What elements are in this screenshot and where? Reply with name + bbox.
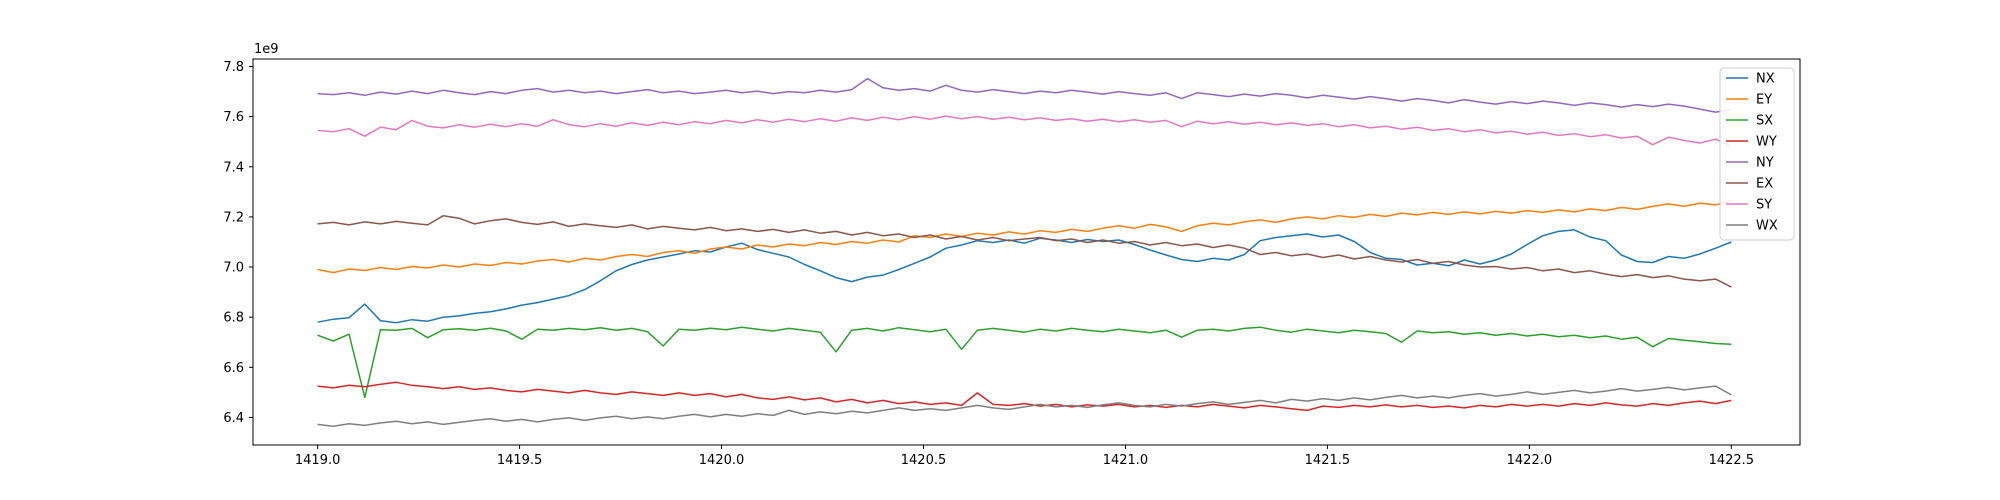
legend-entry-SX: SX	[1726, 114, 1773, 129]
y-tick-label: 7.2	[223, 210, 244, 225]
y-tick-label: 6.8	[223, 311, 244, 326]
series-line-WY	[317, 381, 1732, 412]
legend-label-NX: NX	[1756, 72, 1775, 87]
legend-entry-NX: NX	[1726, 72, 1775, 87]
y-tick-label: 6.6	[223, 361, 244, 376]
y-tick-label: 7.6	[223, 110, 244, 125]
legend: NX EY SX WY NY EX SY WX	[1719, 67, 1795, 241]
x-tick-label: 1422.0	[1507, 453, 1553, 468]
y-tick-label: 7.0	[223, 261, 244, 276]
legend-label-NY: NY	[1756, 156, 1774, 171]
x-tick-label: 1421.0	[1103, 453, 1149, 468]
series-line-EX	[317, 214, 1732, 288]
axes-frame	[252, 58, 1801, 446]
y-tick-label: 7.4	[223, 160, 244, 175]
x-tick-label: 1421.5	[1305, 453, 1351, 468]
y-tick-label: 6.4	[223, 411, 244, 426]
legend-entry-NY: NY	[1726, 156, 1774, 171]
series-line-NX	[317, 229, 1732, 324]
legend-entry-WX: WX	[1726, 219, 1778, 234]
x-tick-label: 1419.0	[295, 453, 341, 468]
legend-entry-EX: EX	[1726, 177, 1773, 192]
y-axis-offset-label: 1e9	[254, 42, 279, 57]
legend-entry-WY: WY	[1726, 135, 1777, 150]
legend-entry-SY: SY	[1726, 198, 1772, 213]
legend-label-SX: SX	[1756, 114, 1773, 129]
series-line-SX	[317, 326, 1732, 399]
series-line-WX	[317, 385, 1732, 427]
legend-label-WY: WY	[1756, 135, 1777, 150]
legend-label-EY: EY	[1756, 93, 1772, 108]
series-line-EY	[317, 199, 1732, 274]
y-tick-label: 7.8	[223, 60, 244, 75]
legend-box	[1719, 67, 1795, 241]
x-tick-label: 1420.5	[901, 453, 947, 468]
x-tick-label: 1419.5	[497, 453, 543, 468]
legend-label-EX: EX	[1756, 177, 1773, 192]
legend-entry-EY: EY	[1726, 93, 1772, 108]
x-tick-label: 1422.5	[1709, 453, 1755, 468]
legend-label-WX: WX	[1756, 219, 1778, 234]
legend-label-SY: SY	[1756, 198, 1772, 213]
series-line-NY	[317, 77, 1732, 113]
x-tick-label: 1420.0	[699, 453, 745, 468]
series-line-SY	[317, 115, 1732, 147]
